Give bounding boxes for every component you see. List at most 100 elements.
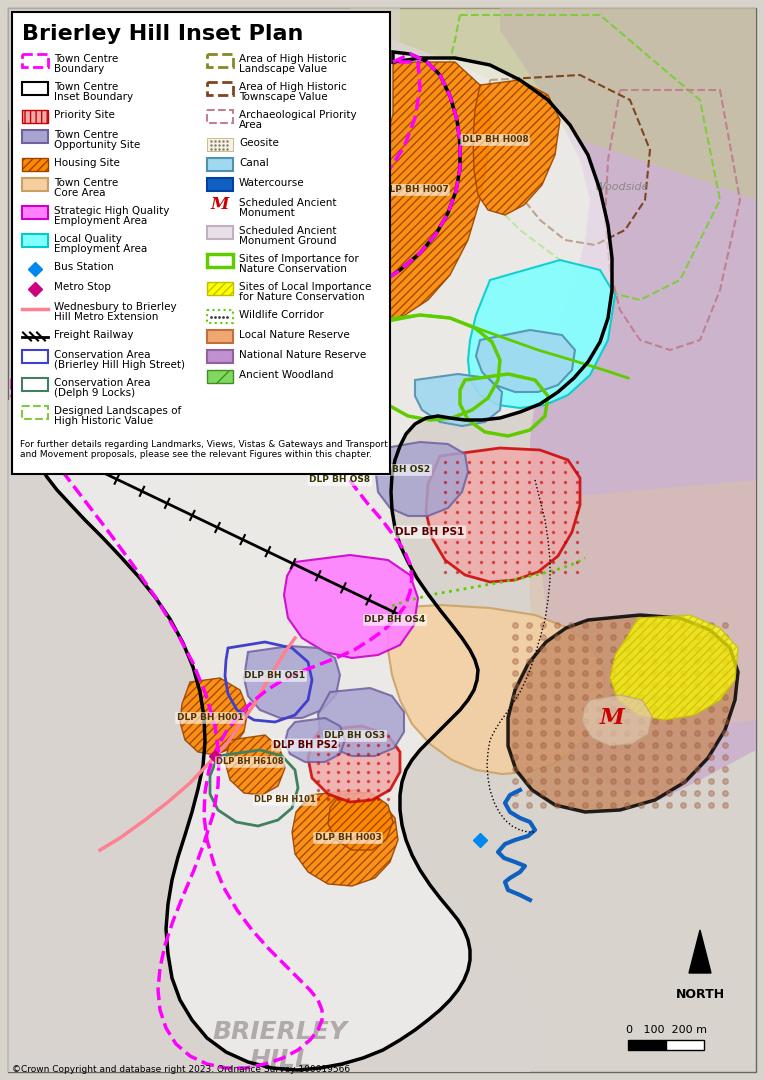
- Polygon shape: [376, 442, 468, 516]
- Text: NORTH: NORTH: [675, 988, 724, 1001]
- Text: Employment Area: Employment Area: [54, 216, 147, 226]
- Text: ©Crown Copyright and database right 2023. Ordnance Survey 100019566: ©Crown Copyright and database right 2023…: [12, 1065, 350, 1074]
- Polygon shape: [582, 696, 652, 746]
- Text: High Historic Value: High Historic Value: [54, 416, 153, 426]
- Polygon shape: [388, 605, 605, 774]
- Polygon shape: [415, 374, 502, 426]
- Text: DLP BH H003: DLP BH H003: [315, 834, 381, 842]
- Bar: [207, 82, 233, 95]
- Text: DLP BH H002: DLP BH H002: [296, 420, 364, 430]
- Bar: [22, 130, 48, 143]
- Text: Core Area: Core Area: [54, 188, 105, 198]
- Text: Conservation Area: Conservation Area: [54, 350, 151, 360]
- Bar: [207, 54, 233, 67]
- Text: DLP BH OS2: DLP BH OS2: [370, 465, 431, 474]
- Text: Area of High Historic: Area of High Historic: [239, 54, 347, 64]
- Text: For further details regarding Landmarks, Views, Vistas & Gateways and Transport
: For further details regarding Landmarks,…: [20, 440, 388, 459]
- Text: Geosite: Geosite: [239, 138, 279, 148]
- Polygon shape: [284, 555, 418, 658]
- Text: Monument: Monument: [239, 208, 295, 218]
- Polygon shape: [180, 678, 248, 755]
- Bar: [22, 206, 48, 219]
- Text: Area: Area: [239, 120, 263, 130]
- Bar: [207, 110, 233, 123]
- Text: DLP BH OS4: DLP BH OS4: [364, 616, 426, 624]
- Text: Area of High Historic: Area of High Historic: [239, 82, 347, 92]
- Polygon shape: [610, 615, 738, 720]
- Polygon shape: [8, 400, 530, 1072]
- Bar: [207, 254, 233, 267]
- Bar: [207, 370, 233, 383]
- Bar: [22, 378, 48, 391]
- Text: DLP BH H008: DLP BH H008: [461, 135, 529, 145]
- Text: Metro Stop: Metro Stop: [54, 282, 111, 292]
- Polygon shape: [292, 789, 398, 886]
- Text: Housing Site: Housing Site: [54, 158, 120, 168]
- Polygon shape: [285, 718, 345, 762]
- Text: DLP BH PS1: DLP BH PS1: [396, 527, 465, 537]
- Polygon shape: [426, 448, 580, 582]
- Bar: [207, 282, 233, 295]
- Text: DLP BH PS2: DLP BH PS2: [273, 740, 338, 750]
- Text: Ancient Woodland: Ancient Woodland: [239, 370, 334, 380]
- Bar: [207, 226, 233, 239]
- Polygon shape: [318, 688, 404, 756]
- Bar: [22, 82, 48, 95]
- Polygon shape: [689, 930, 711, 973]
- Text: Archaeological Priority: Archaeological Priority: [239, 110, 357, 120]
- Text: M: M: [600, 707, 624, 729]
- Text: DLP BH H101: DLP BH H101: [254, 796, 316, 805]
- Bar: [22, 406, 48, 419]
- Polygon shape: [476, 330, 575, 392]
- Bar: [22, 234, 48, 247]
- Bar: [207, 138, 233, 151]
- Bar: [628, 1040, 666, 1050]
- Text: Canal: Canal: [239, 158, 269, 168]
- Text: Landscape Value: Landscape Value: [239, 64, 327, 75]
- Text: National Nature Reserve: National Nature Reserve: [239, 350, 366, 360]
- Text: Local Quality: Local Quality: [54, 234, 122, 244]
- Bar: [22, 158, 48, 171]
- Text: DLP BH H001: DLP BH H001: [176, 714, 244, 723]
- Text: Designed Landscapes of: Designed Landscapes of: [54, 406, 181, 416]
- Text: Townscape Value: Townscape Value: [239, 92, 328, 102]
- Text: (Delph 9 Locks): (Delph 9 Locks): [54, 388, 135, 399]
- Text: Wednesbury to Brierley: Wednesbury to Brierley: [54, 302, 176, 312]
- Text: Hill Metro Extension: Hill Metro Extension: [54, 312, 158, 322]
- Text: Town Centre: Town Centre: [54, 178, 118, 188]
- Bar: [207, 310, 233, 323]
- Text: Bus Station: Bus Station: [54, 262, 114, 272]
- Bar: [22, 350, 48, 363]
- Text: Town Centre: Town Centre: [54, 54, 118, 64]
- Polygon shape: [8, 8, 400, 170]
- Text: Town Centre: Town Centre: [54, 82, 118, 92]
- Text: Scheduled Ancient: Scheduled Ancient: [239, 226, 336, 237]
- Text: Holly Hill: Holly Hill: [158, 90, 207, 100]
- Text: Sites of Local Importance: Sites of Local Importance: [239, 282, 371, 292]
- Text: DLP BH OS1: DLP BH OS1: [244, 672, 306, 680]
- Polygon shape: [244, 646, 340, 718]
- Text: Nature Conservation: Nature Conservation: [239, 264, 347, 274]
- Text: DLP BH H007: DLP BH H007: [381, 186, 448, 194]
- Polygon shape: [508, 615, 738, 812]
- Text: Woodside: Woodside: [595, 183, 649, 192]
- Bar: [207, 158, 233, 171]
- Bar: [207, 330, 233, 343]
- Text: Boundary: Boundary: [54, 64, 104, 75]
- Text: M: M: [211, 195, 229, 213]
- Text: Scheduled Ancient: Scheduled Ancient: [239, 198, 336, 208]
- Bar: [22, 54, 48, 67]
- Text: (Brierley Hill High Street): (Brierley Hill High Street): [54, 360, 185, 370]
- Text: Inset Boundary: Inset Boundary: [54, 92, 133, 102]
- Text: for Nature Conservation: for Nature Conservation: [239, 292, 364, 302]
- Text: Freight Railway: Freight Railway: [54, 330, 134, 340]
- Text: Employment Area: Employment Area: [54, 244, 147, 254]
- Bar: [207, 178, 233, 191]
- Polygon shape: [308, 726, 400, 802]
- Bar: [207, 350, 233, 363]
- Bar: [22, 178, 48, 191]
- Text: BRIERLEY
HILL: BRIERLEY HILL: [212, 1020, 348, 1071]
- Text: Conservation Area: Conservation Area: [54, 378, 151, 388]
- Polygon shape: [500, 8, 756, 800]
- Text: DLP BH OS8: DLP BH OS8: [309, 475, 371, 485]
